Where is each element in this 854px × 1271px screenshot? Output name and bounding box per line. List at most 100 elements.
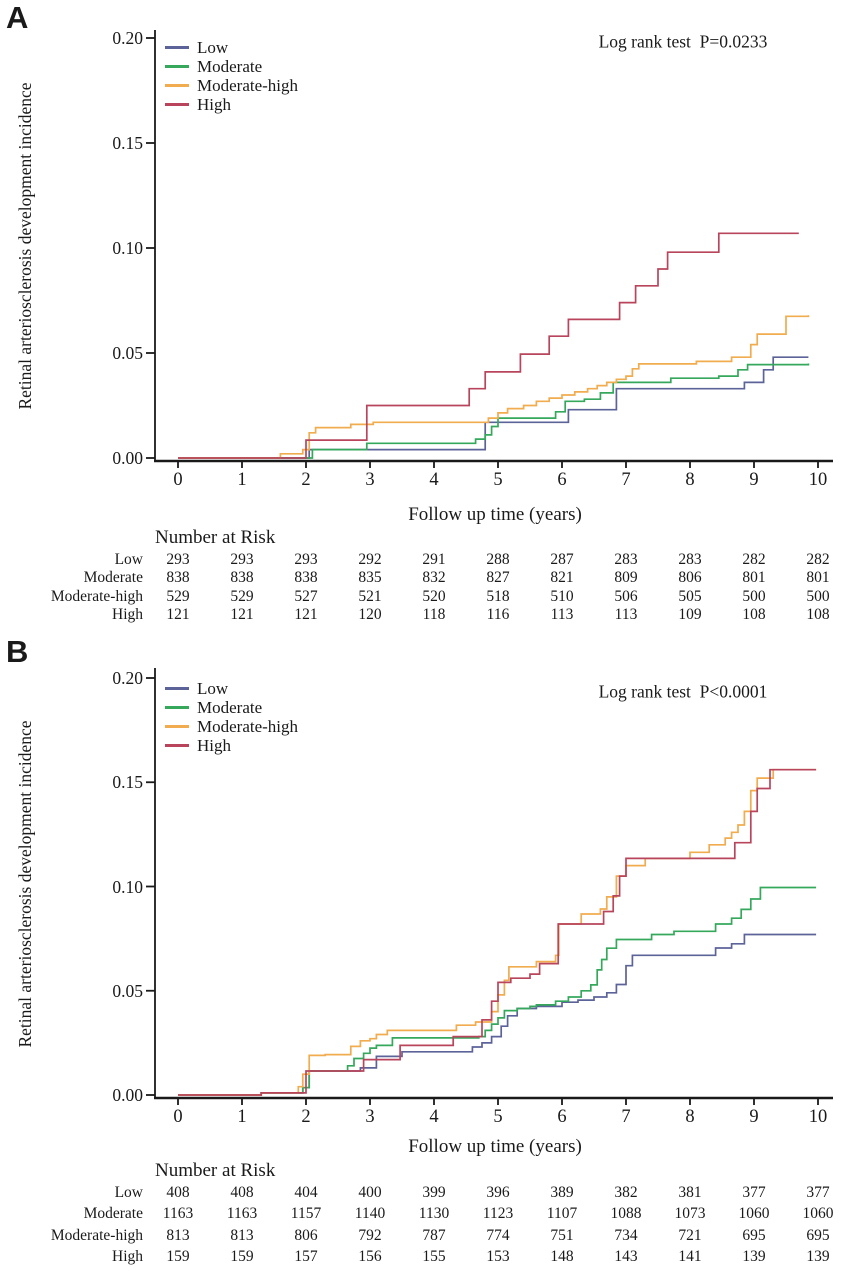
panel-a-risk-count: 283: [614, 551, 638, 568]
panel-a-risk-count: 121: [166, 606, 190, 623]
panel-a-legend-line-icon: [165, 103, 189, 106]
legend-label: Moderate-high: [197, 717, 299, 736]
panel-b-risk-count: 389: [550, 1184, 574, 1201]
panel-a-risk-count: 109: [678, 606, 702, 623]
panel-a-risk-count: 801: [742, 569, 766, 586]
panel-a-risk-count: 801: [806, 569, 830, 586]
panel-b-x-tick-label: 1: [237, 1107, 247, 1127]
panel-b-risk-count: 159: [166, 1248, 190, 1265]
panel-a-risk-count: 529: [166, 588, 190, 605]
panel-a-risk-count: 121: [294, 606, 318, 623]
panel-b-risk-count: 1060: [738, 1205, 770, 1222]
panel-a-y-tick-label: 0.10: [112, 238, 143, 258]
panel-a-x-tick-label: 3: [365, 470, 375, 490]
panel-a-risk-count: 520: [422, 588, 446, 605]
panel-a-risk-count: 505: [678, 588, 702, 605]
panel-b-risk-row-label: Moderate-high: [50, 1227, 143, 1244]
panel-a-x-tick-label: 9: [749, 470, 759, 490]
panel-b-y-tick-label: 0.20: [112, 668, 143, 688]
panel-b-risk-count: 813: [166, 1227, 190, 1244]
panel-a-x-tick-label: 6: [557, 470, 567, 490]
panel-b-y-tick-label: 0.15: [112, 772, 143, 793]
panel-b-ylabel-wrap: Retinal arteriosclerosis development inc…: [15, 664, 37, 1104]
panel-b-legend-item-moderate: Moderate: [165, 698, 262, 717]
panel-b-logrank-text: Log rank test P<0.0001: [598, 681, 768, 702]
panel-a-legend-line-icon: [165, 65, 189, 68]
panel-b-risk-count: 813: [230, 1227, 254, 1244]
panel-b-x-tick-label: 3: [365, 1107, 375, 1127]
panel-b-risk-count: 377: [742, 1184, 766, 1201]
panel-b-y-tick-label: 0.00: [112, 1085, 143, 1105]
panel-b-risk-table-header: Number at Risk: [155, 1160, 276, 1181]
panel-b-legend-item-moderate-high: Moderate-high: [165, 717, 298, 736]
panel-a-risk-row-label: Low: [114, 551, 143, 568]
panel-a-risk-count: 293: [294, 551, 318, 568]
panel-b-x-tick-label: 2: [301, 1107, 311, 1127]
panel-a-legend-item-moderate-high: Moderate-high: [165, 76, 298, 95]
panel-b-legend-line-icon: [165, 725, 189, 728]
panel-b-risk-count: 159: [230, 1248, 254, 1265]
panel-b-risk-row-label: Low: [114, 1184, 143, 1201]
panel-b-risk-count: 155: [422, 1248, 446, 1265]
panel-a-risk-count: 838: [230, 569, 254, 586]
legend-label: Low: [197, 679, 229, 698]
panel-b-risk-count: 695: [806, 1227, 830, 1244]
panel-b-risk-count: 404: [294, 1184, 318, 1201]
panel-a-letter: A: [6, 0, 29, 35]
panel-a-risk-count: 806: [678, 569, 702, 586]
panel-b-risk-count: 1060: [802, 1205, 834, 1222]
panel-a-risk-count: 108: [742, 606, 766, 623]
panel-a-logrank-text: Log rank test P=0.0233: [598, 31, 768, 52]
panel-a-legend-item-moderate: Moderate: [165, 57, 262, 76]
panel-b-risk-count: 1088: [610, 1205, 642, 1222]
panel-b-curve-moderate-high: [178, 768, 817, 1096]
panel-a-risk-count: 113: [614, 606, 638, 623]
panel-a-legend-item-high: High: [165, 95, 231, 114]
legend-label: High: [197, 95, 231, 114]
panel-b-risk-row-label: Moderate: [83, 1205, 143, 1222]
legend-label: High: [197, 736, 231, 755]
panel-b-x-axis-label: Follow up time (years): [408, 1136, 582, 1157]
panel-a-risk-count: 282: [806, 551, 830, 568]
panel-a-risk-count: 293: [230, 551, 254, 568]
panel-b-risk-count: 751: [550, 1227, 574, 1244]
panel-a-risk-count: 287: [550, 551, 574, 568]
panel-a-risk-count: 518: [486, 588, 510, 605]
panel-a-risk-count: 821: [550, 569, 574, 586]
panel-a-curve-low: [178, 356, 809, 459]
panel-b-x-tick-label: 6: [557, 1107, 567, 1127]
panel-b-risk-count: 1130: [418, 1205, 450, 1222]
legend-label: Low: [197, 38, 229, 57]
panel-b-x-tick-label: 7: [621, 1107, 631, 1127]
panel-a-risk-count: 120: [358, 606, 382, 623]
legend-label: Moderate: [197, 698, 263, 717]
panel-b-y-axis-label: Retinal arteriosclerosis development inc…: [15, 720, 35, 1048]
panel-a-risk-count: 118: [422, 606, 446, 623]
panel-b-risk-count: 408: [230, 1184, 254, 1201]
panel-a-curve-high: [178, 232, 799, 459]
panel-a-x-tick-label: 7: [621, 470, 631, 490]
panel-a-curve-moderate: [178, 363, 810, 459]
panel-a-legend-line-icon: [165, 84, 189, 87]
panel-b-risk-count: 1157: [290, 1205, 322, 1222]
panel-a-risk-count: 282: [742, 551, 766, 568]
panel-a-risk-count: 529: [230, 588, 254, 605]
panel-a-y-tick-label: 0.00: [112, 448, 143, 468]
panel-a-y-tick-label: 0.15: [112, 133, 143, 153]
panel-a-y-tick-label: 0.20: [112, 28, 143, 48]
panel-a-risk-count: 527: [294, 588, 318, 605]
panel-a-risk-count: 835: [358, 569, 382, 586]
panel-b-risk-count: 1073: [674, 1205, 706, 1222]
panel-b-letter: B: [6, 634, 29, 669]
panel-b-legend-item-low: Low: [165, 679, 228, 698]
panel-a-x-tick-label: 8: [685, 470, 695, 490]
panel-a-x-tick-label: 4: [429, 470, 439, 490]
panel-a-risk-count: 116: [486, 606, 510, 623]
panel-a-risk-row-label: High: [112, 606, 143, 623]
panel-b-legend-line-icon: [165, 706, 189, 709]
panel-b-x-tick-label: 8: [685, 1107, 695, 1127]
panel-b-risk-count: 1163: [226, 1205, 258, 1222]
panel-a-x-tick-label: 0: [173, 470, 183, 490]
panel-a-risk-count: 506: [614, 588, 638, 605]
